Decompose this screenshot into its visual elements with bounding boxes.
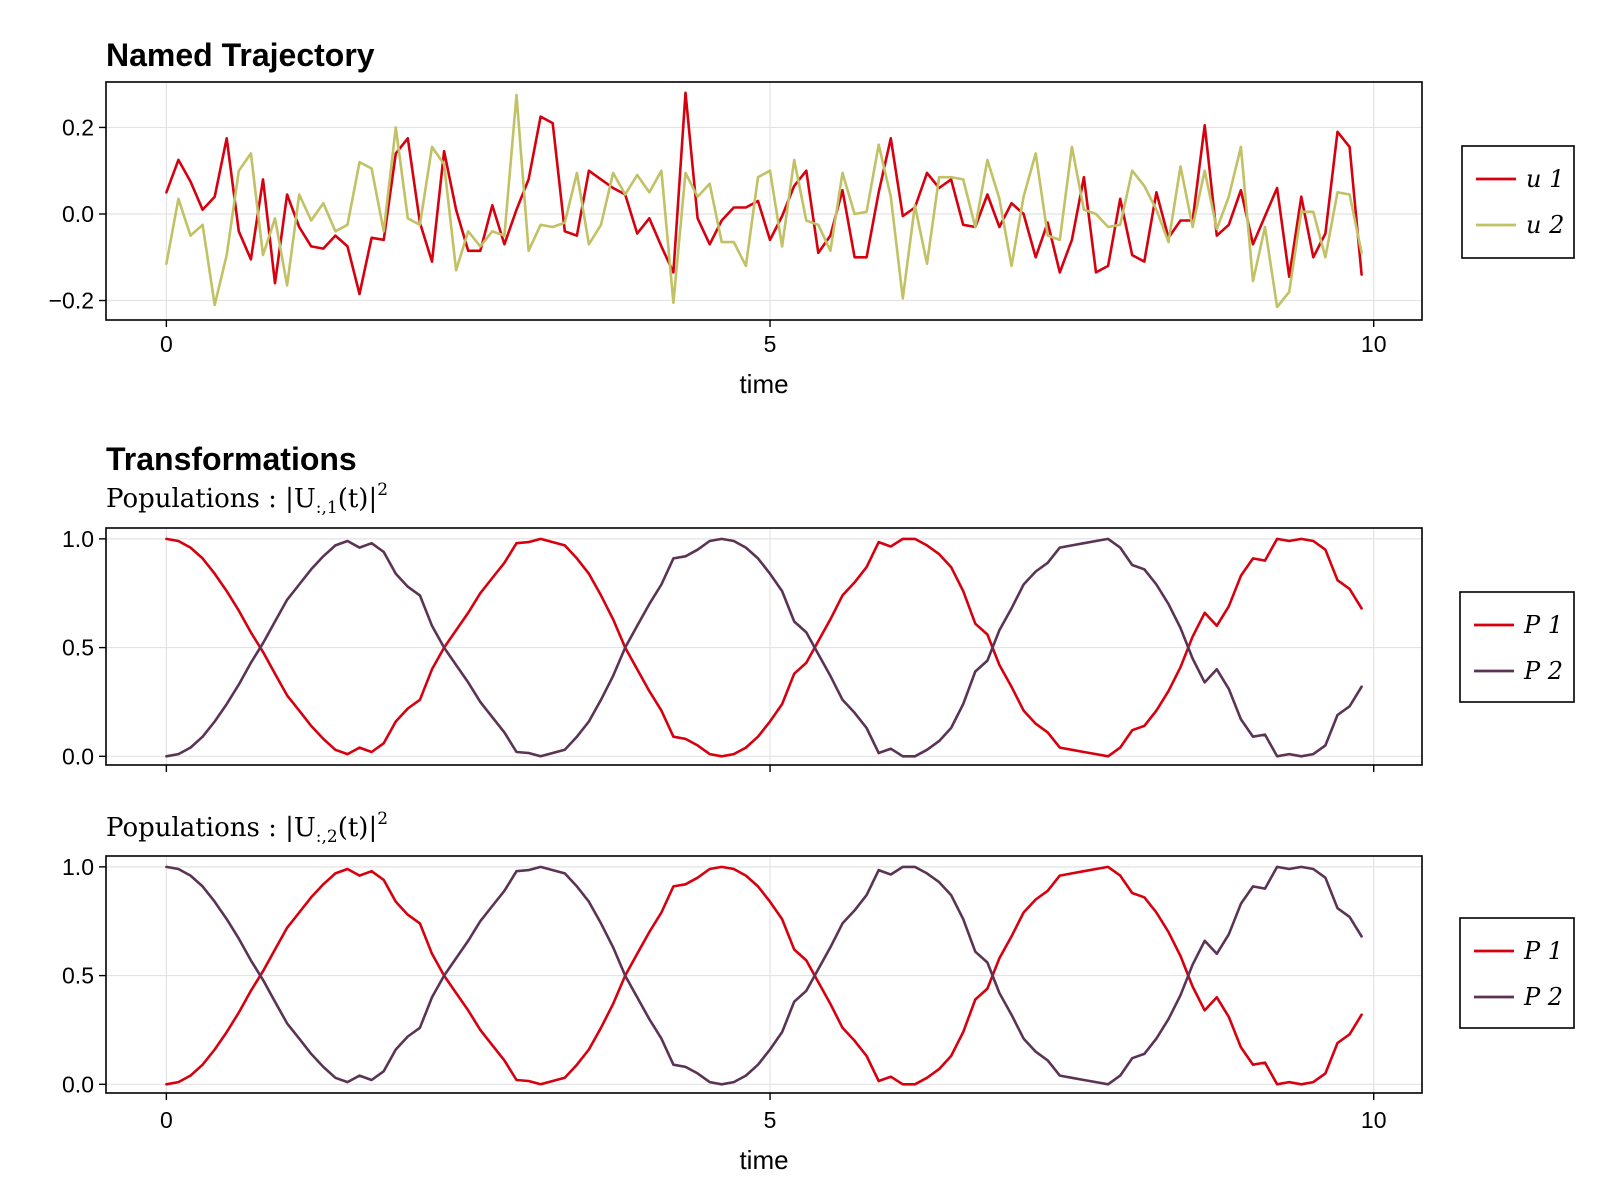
y-tick-label: 0.0 — [62, 201, 94, 227]
legend-label: u 2 — [1526, 211, 1564, 239]
subtitle-superscript: 2 — [377, 809, 388, 829]
subtitle-subscript: :,1 — [316, 498, 338, 518]
legend: P 1 P 2 — [1459, 917, 1575, 1029]
legend-box — [1461, 145, 1575, 259]
series-line-p2 — [165, 865, 1363, 1086]
x-axis-label: time — [739, 369, 788, 399]
x-axis-label: time — [739, 1145, 788, 1175]
chart-panel-3: Populations : |U:,2(t)|2 0.0 0.5 1.0 0 5 10 tim… — [62, 809, 1575, 1175]
subtitle-mid: (t)| — [338, 484, 378, 514]
y-tick-label: 0.5 — [62, 635, 94, 661]
y-tick-label: 0.0 — [62, 743, 94, 769]
x-tick-label: 5 — [764, 331, 777, 357]
series-line-p1 — [165, 537, 1363, 758]
chart-panel-1: Named Trajectory −0.2 0.0 0.2 0 5 10 time u 1 u 2 — [49, 37, 1575, 399]
legend: u 1 u 2 — [1461, 145, 1575, 259]
series-line-p2 — [165, 537, 1363, 758]
legend-label: P 2 — [1523, 657, 1563, 685]
y-tick-label: 0.2 — [62, 114, 94, 140]
x-tick-label: 5 — [764, 1107, 777, 1133]
subtitle-prefix: Populations : |U — [106, 813, 316, 843]
y-tick-label: 1.0 — [62, 854, 94, 880]
plot-frame — [105, 81, 1423, 321]
x-tick-label: 0 — [160, 1107, 173, 1133]
y-tick-label: 1.0 — [62, 526, 94, 552]
subtitle-mid: (t)| — [338, 813, 378, 843]
legend-label: P 1 — [1523, 937, 1563, 965]
legend: P 1 P 2 — [1459, 591, 1575, 703]
legend-label: P 2 — [1523, 983, 1563, 1011]
subtitle-prefix: Populations : |U — [106, 484, 316, 514]
series-line-u1 — [165, 91, 1363, 296]
chart-title: Transformations — [106, 441, 357, 477]
x-tick-label: 10 — [1361, 1107, 1387, 1133]
chart-title: Named Trajectory — [106, 37, 375, 73]
chart-subtitle: Populations : |U:,2(t)|2 — [106, 809, 388, 847]
chart-subtitle: Populations : |U:,1(t)|2 — [106, 480, 388, 518]
legend-box — [1459, 591, 1575, 703]
x-tick-label: 10 — [1361, 331, 1387, 357]
legend-box — [1459, 917, 1575, 1029]
legend-label: u 1 — [1526, 165, 1564, 193]
series-line-u2 — [165, 93, 1363, 309]
y-tick-label: 0.5 — [62, 963, 94, 989]
legend-label: P 1 — [1523, 611, 1563, 639]
y-tick-label: −0.2 — [49, 288, 94, 314]
y-tick-label: 0.0 — [62, 1071, 94, 1097]
panels: Named Trajectory −0.2 0.0 0.2 0 5 10 time u 1 u 2… — [49, 37, 1575, 1175]
series-line-p1 — [165, 865, 1363, 1086]
x-tick-label: 0 — [160, 331, 173, 357]
subtitle-subscript: :,2 — [316, 827, 338, 847]
plot-frame — [105, 527, 1423, 766]
subtitle-superscript: 2 — [377, 480, 388, 500]
plot-frame — [105, 855, 1423, 1094]
